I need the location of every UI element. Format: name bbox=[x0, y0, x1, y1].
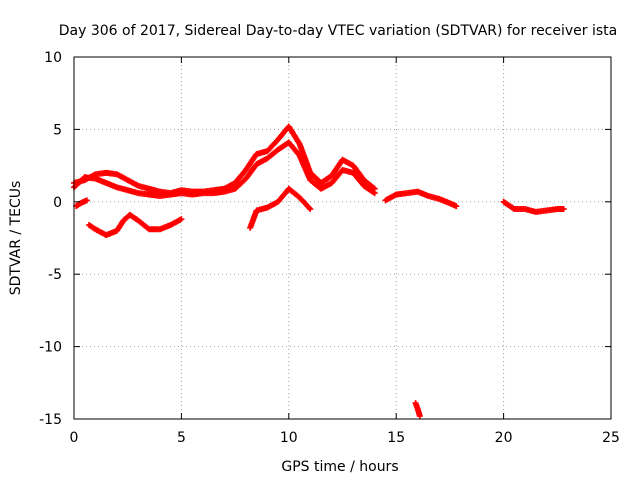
plot-frame bbox=[73, 56, 612, 420]
data-point-marker bbox=[178, 216, 185, 223]
x-tick-label: 15 bbox=[387, 430, 405, 446]
y-tick-label: -15 bbox=[39, 412, 62, 428]
y-tick-label: 0 bbox=[53, 195, 62, 211]
data-point-marker bbox=[306, 204, 313, 211]
x-tick-label: 25 bbox=[602, 430, 620, 446]
data-points bbox=[71, 123, 567, 420]
series-track-evening bbox=[500, 198, 567, 215]
series-track-outlier bbox=[412, 400, 423, 420]
series-track-afternoon bbox=[382, 188, 460, 210]
y-tick-label: -5 bbox=[48, 267, 62, 283]
x-tick-label: 10 bbox=[280, 430, 298, 446]
x-tick-label: 0 bbox=[70, 430, 79, 446]
y-tick-label: -10 bbox=[39, 340, 62, 356]
data-point-marker bbox=[453, 203, 460, 210]
series-track-midday-low bbox=[247, 185, 314, 231]
chart-title: Day 306 of 2017, Sidereal Day-to-day VTE… bbox=[59, 23, 617, 39]
y-tick-label: 5 bbox=[53, 122, 62, 138]
grid-lines bbox=[74, 57, 611, 419]
x-tick-label: 5 bbox=[177, 430, 186, 446]
data-point-marker bbox=[560, 206, 567, 213]
series-track-upper-b bbox=[71, 139, 378, 200]
data-point-marker bbox=[370, 189, 377, 196]
data-point-marker bbox=[416, 413, 423, 420]
series-track-lower-morning bbox=[73, 197, 90, 210]
x-axis-ticks: 0 5 10 15 20 25 bbox=[70, 57, 620, 446]
data-point-marker bbox=[371, 190, 378, 197]
series-track-lower-low bbox=[86, 211, 185, 239]
y-tick-label: 10 bbox=[44, 50, 62, 66]
data-point-marker bbox=[307, 206, 314, 213]
y-axis-ticks: -15 -10 -5 0 5 10 bbox=[39, 50, 611, 428]
x-tick-label: 20 bbox=[495, 430, 513, 446]
y-axis-label: SDTVAR / TECUs bbox=[8, 181, 24, 296]
data-point-marker bbox=[83, 197, 90, 204]
x-axis-label: GPS time / hours bbox=[281, 459, 398, 475]
